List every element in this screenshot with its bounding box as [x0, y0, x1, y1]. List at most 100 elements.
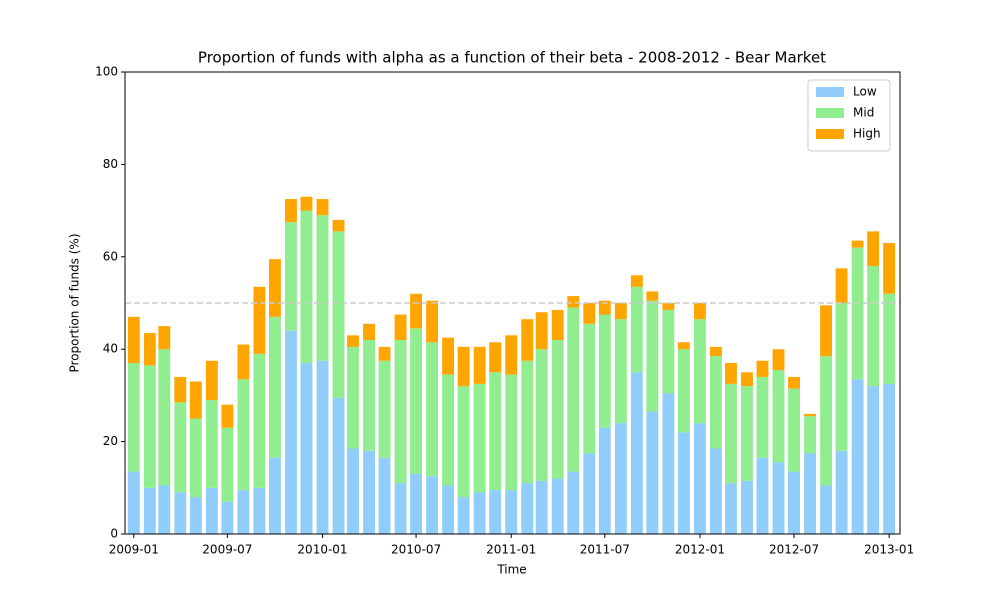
bar-segment: [693, 319, 706, 424]
bar-segment: [268, 316, 281, 458]
bar-segment: [505, 335, 518, 375]
bar-segment: [772, 462, 785, 534]
x-tick-label: 2012-07: [769, 543, 819, 557]
y-tick-label: 60: [103, 249, 118, 263]
bar-segment: [630, 372, 643, 534]
bar-segment: [535, 480, 548, 534]
bar-segment: [724, 383, 737, 484]
bar-segment: [189, 497, 202, 534]
bar-segment: [332, 231, 345, 398]
bar-segment: [442, 337, 455, 375]
bar-segment: [378, 360, 391, 458]
bar-segment: [442, 485, 455, 534]
bar-segment: [804, 413, 816, 417]
bar-segment: [662, 393, 675, 534]
bar-segment: [363, 339, 375, 451]
x-tick-label: 2011-07: [580, 543, 630, 557]
legend-label: Mid: [853, 106, 874, 120]
bar-segment: [867, 231, 880, 267]
bar-segment: [410, 293, 423, 329]
bar-segment: [567, 471, 580, 534]
bar-segment: [521, 483, 534, 534]
bar-segment: [489, 490, 502, 534]
bar-segment: [646, 411, 659, 534]
bar-segment: [394, 483, 407, 534]
x-tick-label: 2009-01: [109, 543, 159, 557]
bar-segment: [285, 330, 297, 534]
bar-segment: [205, 487, 218, 534]
bar-segment: [253, 286, 266, 354]
bar-segment: [662, 309, 675, 394]
bar-segment: [253, 487, 266, 534]
bar-segment: [756, 360, 769, 377]
bar-segment: [221, 427, 234, 502]
bar-segment: [505, 490, 518, 534]
bar-segment: [300, 363, 313, 534]
bar-segment: [237, 379, 250, 491]
y-tick-label: 100: [95, 65, 118, 79]
bar-segment: [788, 388, 800, 472]
bar-segment: [174, 376, 187, 403]
bar-segment: [709, 356, 722, 449]
bar-segment: [535, 349, 548, 481]
bar-segment: [127, 471, 140, 534]
bar-segment: [693, 303, 706, 320]
bar-segment: [158, 485, 171, 534]
bar-segment: [285, 222, 297, 331]
bar-segment: [473, 492, 486, 534]
bar-segment: [378, 457, 391, 534]
bar-segment: [741, 372, 753, 387]
bar-segment: [457, 497, 470, 534]
bar-segment: [867, 266, 880, 387]
bar-segment: [285, 199, 297, 223]
legend-swatch: [816, 108, 844, 118]
bar-segment: [630, 275, 643, 287]
y-tick-label: 0: [110, 527, 118, 541]
bar-segment: [835, 268, 848, 303]
bar-segment: [646, 300, 659, 412]
bar-segment: [551, 478, 564, 534]
bar-segment: [332, 397, 345, 534]
bar-segment: [442, 374, 455, 486]
bar-segment: [174, 492, 187, 534]
bar-segment: [820, 305, 833, 357]
y-tick-label: 80: [103, 157, 118, 171]
bar-segment: [237, 344, 250, 380]
bar-segment: [551, 339, 564, 479]
bar-segment: [473, 383, 486, 493]
bar-segment: [158, 349, 171, 486]
bar-segment: [693, 423, 706, 534]
bar-segment: [378, 346, 391, 361]
bar-segment: [300, 210, 313, 364]
bar-segment: [127, 363, 140, 472]
bar-segment: [835, 450, 848, 534]
bar-segment: [457, 346, 470, 387]
bar-segment: [772, 369, 785, 463]
bar-segment: [268, 457, 281, 534]
bar-segment: [127, 316, 140, 364]
bar-segment: [851, 247, 864, 380]
bar-segment: [598, 427, 611, 534]
bar-segment: [489, 342, 502, 373]
x-tick-label: 2010-01: [297, 543, 347, 557]
bar-segment: [598, 314, 611, 428]
bar-segment: [505, 374, 518, 491]
x-tick-label: 2010-07: [391, 543, 441, 557]
bar-segment: [189, 381, 202, 419]
bar-segment: [583, 323, 596, 454]
bar-segment: [567, 307, 580, 472]
bar-segment: [237, 490, 250, 534]
bar-segment: [332, 219, 345, 232]
bar-segment: [804, 453, 816, 534]
bar-segment: [535, 312, 548, 350]
bar-segment: [788, 471, 800, 534]
bar-segment: [143, 333, 156, 366]
bar-segment: [347, 346, 359, 449]
bar-segment: [788, 376, 800, 389]
bar-segment: [662, 303, 675, 310]
bar-segment: [394, 314, 407, 340]
bar-segment: [143, 365, 156, 488]
x-tick-label: 2012-01: [675, 543, 725, 557]
bar-segment: [426, 300, 439, 343]
bar-segment: [820, 485, 833, 534]
